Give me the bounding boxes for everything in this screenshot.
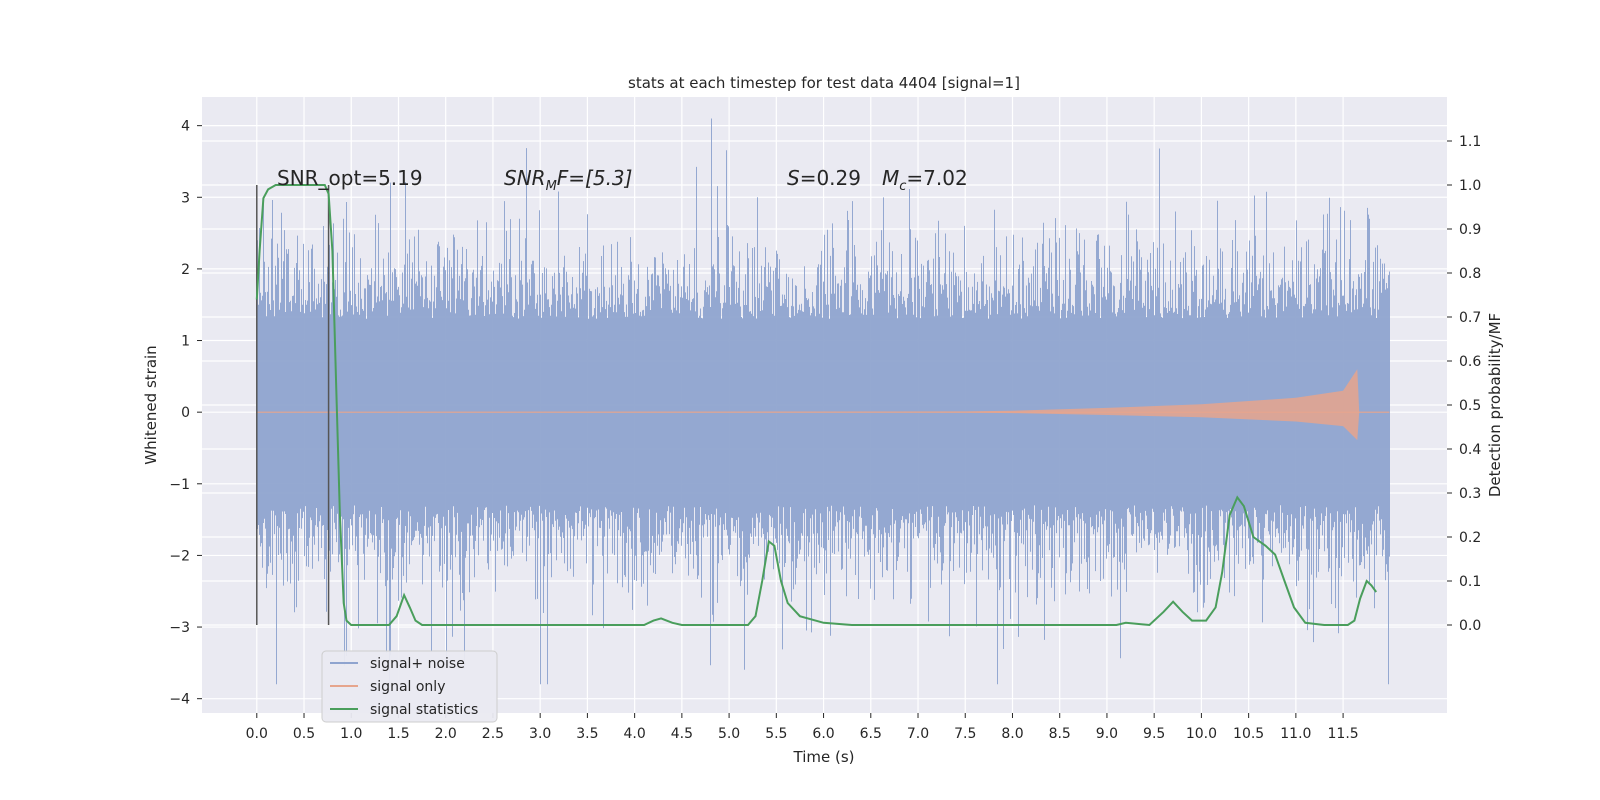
y-tick-label: −3 (169, 620, 190, 636)
x-tick-label: 1.0 (340, 726, 362, 742)
y-right-tick-label: 0.8 (1459, 266, 1481, 282)
x-tick-label: 5.0 (718, 726, 740, 742)
y-right-tick-label: 1.0 (1459, 178, 1481, 194)
mc-symbol: M (882, 166, 899, 190)
y-right-tick-label: 0.4 (1459, 442, 1481, 458)
x-tick-label: 6.5 (860, 726, 882, 742)
y-right-tick-label: 0.6 (1459, 354, 1481, 370)
mc-value: =7.02 (906, 166, 967, 190)
x-tick-label: 3.0 (529, 726, 551, 742)
annotation-mc: Mc=7.02 (882, 166, 968, 194)
signal-only-series (256, 369, 1390, 441)
x-tick-label: 0.5 (293, 726, 315, 742)
y-right-tick-label: 0.1 (1459, 574, 1481, 590)
s-symbol: S (787, 166, 800, 190)
marker-lines (256, 185, 330, 625)
x-tick-label: 10.0 (1186, 726, 1217, 742)
y-right-tick-label: 0.9 (1459, 222, 1481, 238)
x-tick-label: 6.0 (812, 726, 834, 742)
x-tick-label: 2.5 (482, 726, 504, 742)
snr-mf-value: F=[5.3] (557, 166, 633, 190)
snr-mf-symbol: SNR (504, 166, 546, 190)
snr-mf-subscript: M (546, 179, 557, 194)
x-tick-label: 8.0 (1001, 726, 1023, 742)
y-tick-label: 0 (181, 405, 190, 421)
y-right-tick-label: 0.3 (1459, 486, 1481, 502)
signal-statistics-line (255, 184, 1378, 627)
x-tick-label: 1.5 (387, 726, 409, 742)
x-tick-label: 10.5 (1233, 726, 1264, 742)
x-tick-label: 3.5 (576, 726, 598, 742)
x-tick-label: 7.0 (907, 726, 929, 742)
y-axis-label: Whitened strain (142, 345, 160, 464)
y-axis-right-label: Detection probability/MF (1486, 313, 1504, 497)
x-tick-label: 11.0 (1280, 726, 1311, 742)
signal-statistics-series (255, 184, 1378, 627)
annotation-s: S=0.29 (787, 166, 861, 190)
y-axis-left: 4 3 2 1 0 −1 −2 −3 −4 (169, 119, 202, 708)
x-tick-label: 4.5 (671, 726, 693, 742)
y-tick-label: −4 (169, 692, 190, 708)
x-tick-label: 9.0 (1096, 726, 1118, 742)
y-tick-label: 3 (181, 190, 190, 206)
y-tick-label: −1 (169, 477, 190, 493)
x-tick-label: 7.5 (954, 726, 976, 742)
y-tick-label: 1 (181, 334, 190, 350)
legend-label-signal-plus-noise: signal+ noise (370, 656, 465, 672)
x-tick-label: 11.5 (1328, 726, 1359, 742)
x-tick-label: 0.0 (246, 726, 268, 742)
x-tick-label: 5.5 (765, 726, 787, 742)
y-right-tick-label: 1.1 (1459, 134, 1481, 150)
y-tick-label: 2 (181, 262, 190, 278)
x-axis-label: Time (s) (793, 748, 855, 766)
s-value: =0.29 (800, 166, 861, 190)
y-right-tick-label: 0.0 (1459, 618, 1481, 634)
legend: signal+ noise signal only signal statist… (321, 650, 498, 723)
y-tick-label: 4 (181, 119, 190, 135)
y-right-tick-label: 0.7 (1459, 310, 1481, 326)
x-tick-label: 8.5 (1049, 726, 1071, 742)
annotation-snr-opt: SNR_opt=5.19 (277, 166, 423, 190)
x-tick-label: 9.5 (1143, 726, 1165, 742)
legend-label-signal-statistics: signal statistics (370, 702, 478, 718)
x-axis: 0.0 0.5 1.0 1.5 2.0 2.5 3.0 3.5 4.0 4.5 5.0 5.5 6.0 6… (246, 713, 1359, 742)
mc-subscript: c (899, 179, 906, 194)
chart-title: stats at each timestep for test data 440… (628, 74, 1020, 92)
annotation-snr-mf: SNRMF=[5.3] (504, 166, 632, 194)
y-right-tick-label: 0.5 (1459, 398, 1481, 414)
legend-box (321, 650, 498, 723)
y-axis-right: 1.1 1.0 0.9 0.8 0.7 0.6 0.5 0.4 0.3 0.2 0.1 0.0 (1447, 134, 1481, 634)
legend-label-signal-only: signal only (370, 679, 445, 695)
y-tick-label: −2 (169, 548, 190, 564)
y-right-tick-label: 0.2 (1459, 530, 1481, 546)
x-tick-label: 4.0 (623, 726, 645, 742)
x-tick-label: 2.0 (435, 726, 457, 742)
